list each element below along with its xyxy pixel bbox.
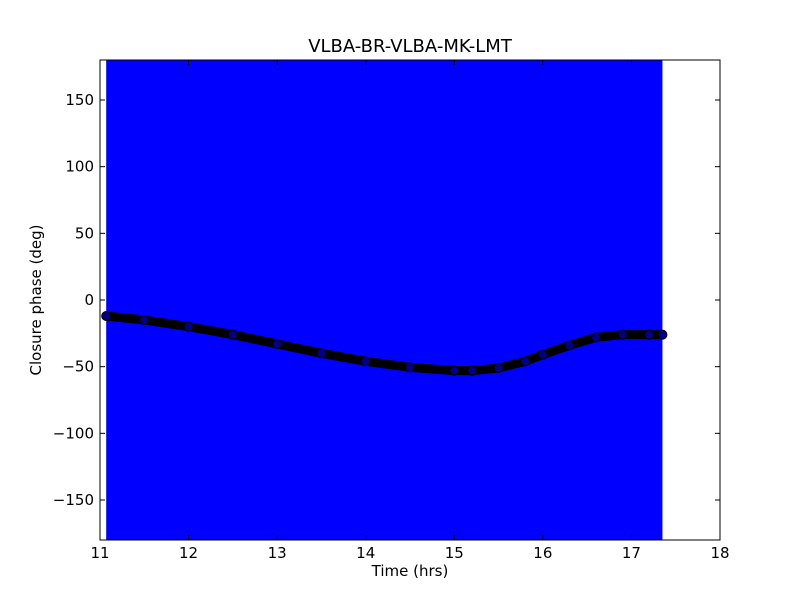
error-band <box>106 60 663 540</box>
x-tick-label: 14 <box>356 544 375 562</box>
x-tick-label: 15 <box>445 544 464 562</box>
y-tick-label: −150 <box>53 491 94 509</box>
y-axis-label: Closure phase (deg) <box>27 225 45 376</box>
data-point <box>591 332 601 343</box>
data-point <box>537 349 548 360</box>
y-tick-label: −100 <box>53 424 94 442</box>
data-point <box>183 321 194 332</box>
x-tick-label: 11 <box>90 544 109 562</box>
data-point <box>657 329 668 340</box>
x-tick-label: 18 <box>710 544 729 562</box>
data-point <box>644 329 655 340</box>
data-point <box>617 329 628 340</box>
data-point <box>520 356 531 367</box>
y-tick-label: 50 <box>75 224 94 242</box>
data-point <box>467 365 477 376</box>
x-tick-label: 17 <box>622 544 641 562</box>
data-point <box>564 340 575 351</box>
y-tick-label: 150 <box>65 91 94 109</box>
data-point <box>316 348 327 359</box>
data-marker-layer <box>101 311 668 376</box>
y-tick-label: 100 <box>65 158 94 176</box>
chart-title: VLBA-BR-VLBA-MK-LMT <box>308 36 513 57</box>
y-tick-label: −50 <box>62 358 94 376</box>
data-point <box>449 365 460 376</box>
x-tick-label: 12 <box>179 544 198 562</box>
data-point <box>493 363 504 373</box>
data-point <box>272 339 283 349</box>
error-band-layer <box>106 60 663 540</box>
data-point <box>227 329 238 340</box>
x-tick-label: 16 <box>533 544 552 562</box>
x-axis-label: Time (hrs) <box>371 562 449 580</box>
data-point <box>405 362 415 373</box>
data-point <box>101 311 112 321</box>
data-point <box>360 356 371 367</box>
x-tick-label: 13 <box>268 544 287 562</box>
data-point <box>139 315 150 325</box>
y-tick-label: 0 <box>84 291 94 309</box>
tick-layer: 11 12 13 14 15 16 17 18 150 100 50 0 −50 −100 −150 <box>53 60 730 562</box>
